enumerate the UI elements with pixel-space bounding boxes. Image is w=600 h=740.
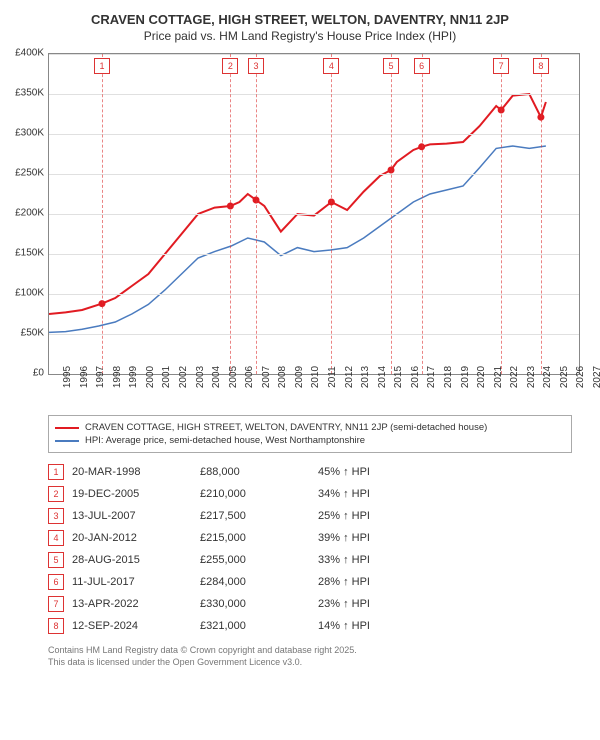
cell-delta: 45% ↑ HPI (318, 461, 378, 483)
x-tick: 2027 (578, 366, 600, 388)
row-number: 6 (48, 574, 64, 590)
subtitle: Price paid vs. HM Land Registry's House … (10, 29, 590, 43)
cell-delta: 23% ↑ HPI (318, 593, 378, 615)
y-tick: £0 (33, 368, 44, 379)
row-number: 7 (48, 596, 64, 612)
plot-area: 1 23 4 56 7 8 (48, 53, 580, 375)
cell-delta: 39% ↑ HPI (318, 527, 378, 549)
table-row: 1 20-MAR-1998£88,00045% ↑ HPI (48, 461, 378, 483)
row-number: 5 (48, 552, 64, 568)
legend-swatch (55, 440, 79, 442)
legend: CRAVEN COTTAGE, HIGH STREET, WELTON, DAV… (48, 415, 572, 453)
marker-box: 3 (248, 58, 264, 74)
cell-price: £210,000 (200, 483, 318, 505)
footer-line: Contains HM Land Registry data © Crown c… (48, 645, 590, 657)
table-row: 8 12-SEP-2024£321,00014% ↑ HPI (48, 615, 378, 637)
row-number: 2 (48, 486, 64, 502)
y-tick: £400K (15, 48, 44, 59)
cell-date: 19-DEC-2005 (72, 483, 200, 505)
cell-price: £330,000 (200, 593, 318, 615)
legend-row: CRAVEN COTTAGE, HIGH STREET, WELTON, DAV… (55, 422, 565, 433)
y-tick: £200K (15, 208, 44, 219)
cell-price: £321,000 (200, 615, 318, 637)
y-tick: £350K (15, 88, 44, 99)
marker-line (391, 54, 392, 374)
cell-delta: 14% ↑ HPI (318, 615, 378, 637)
chart: £0£50K£100K£150K£200K£250K£300K£350K£400… (48, 53, 590, 373)
cell-date: 13-APR-2022 (72, 593, 200, 615)
cell-date: 11-JUL-2017 (72, 571, 200, 593)
legend-swatch (55, 427, 79, 429)
table-row: 4 20-JAN-2012£215,00039% ↑ HPI (48, 527, 378, 549)
marker-box: 8 (533, 58, 549, 74)
title: CRAVEN COTTAGE, HIGH STREET, WELTON, DAV… (10, 12, 590, 27)
table-row: 7 13-APR-2022£330,00023% ↑ HPI (48, 593, 378, 615)
cell-date: 13-JUL-2007 (72, 505, 200, 527)
y-tick: £100K (15, 288, 44, 299)
y-tick: £250K (15, 168, 44, 179)
cell-delta: 28% ↑ HPI (318, 571, 378, 593)
y-axis: £0£50K£100K£150K£200K£250K£300K£350K£400… (10, 53, 46, 373)
marker-line (230, 54, 231, 374)
legend-label: CRAVEN COTTAGE, HIGH STREET, WELTON, DAV… (85, 422, 487, 433)
cell-date: 20-JAN-2012 (72, 527, 200, 549)
marker-box: 4 (323, 58, 339, 74)
marker-box: 1 (94, 58, 110, 74)
row-number: 3 (48, 508, 64, 524)
table-row: 2 19-DEC-2005£210,00034% ↑ HPI (48, 483, 378, 505)
y-tick: £150K (15, 248, 44, 259)
table-row: 6 11-JUL-2017£284,00028% ↑ HPI (48, 571, 378, 593)
cell-delta: 33% ↑ HPI (318, 549, 378, 571)
row-number: 1 (48, 464, 64, 480)
cell-date: 20-MAR-1998 (72, 461, 200, 483)
marker-line (102, 54, 103, 374)
cell-delta: 34% ↑ HPI (318, 483, 378, 505)
cell-price: £217,500 (200, 505, 318, 527)
row-number: 8 (48, 618, 64, 634)
legend-row: HPI: Average price, semi-detached house,… (55, 435, 565, 446)
footer-line: This data is licensed under the Open Gov… (48, 657, 590, 669)
cell-price: £255,000 (200, 549, 318, 571)
marker-box: 7 (493, 58, 509, 74)
marker-line (501, 54, 502, 374)
cell-price: £284,000 (200, 571, 318, 593)
cell-date: 12-SEP-2024 (72, 615, 200, 637)
marker-line (256, 54, 257, 374)
cell-price: £88,000 (200, 461, 318, 483)
row-number: 4 (48, 530, 64, 546)
table-row: 5 28-AUG-2015£255,00033% ↑ HPI (48, 549, 378, 571)
marker-line (422, 54, 423, 374)
marker-box: 5 (383, 58, 399, 74)
cell-delta: 25% ↑ HPI (318, 505, 378, 527)
marker-box: 2 (222, 58, 238, 74)
footer: Contains HM Land Registry data © Crown c… (48, 645, 590, 668)
marker-line (541, 54, 542, 374)
cell-date: 28-AUG-2015 (72, 549, 200, 571)
transactions-table: 1 20-MAR-1998£88,00045% ↑ HPI 2 19-DEC-2005… (48, 461, 378, 637)
x-axis: 1995199619971998199920002001200220032004… (48, 375, 578, 409)
table-row: 3 13-JUL-2007£217,50025% ↑ HPI (48, 505, 378, 527)
marker-line (331, 54, 332, 374)
y-tick: £300K (15, 128, 44, 139)
y-tick: £50K (21, 328, 44, 339)
cell-price: £215,000 (200, 527, 318, 549)
legend-label: HPI: Average price, semi-detached house,… (85, 435, 365, 446)
marker-box: 6 (414, 58, 430, 74)
